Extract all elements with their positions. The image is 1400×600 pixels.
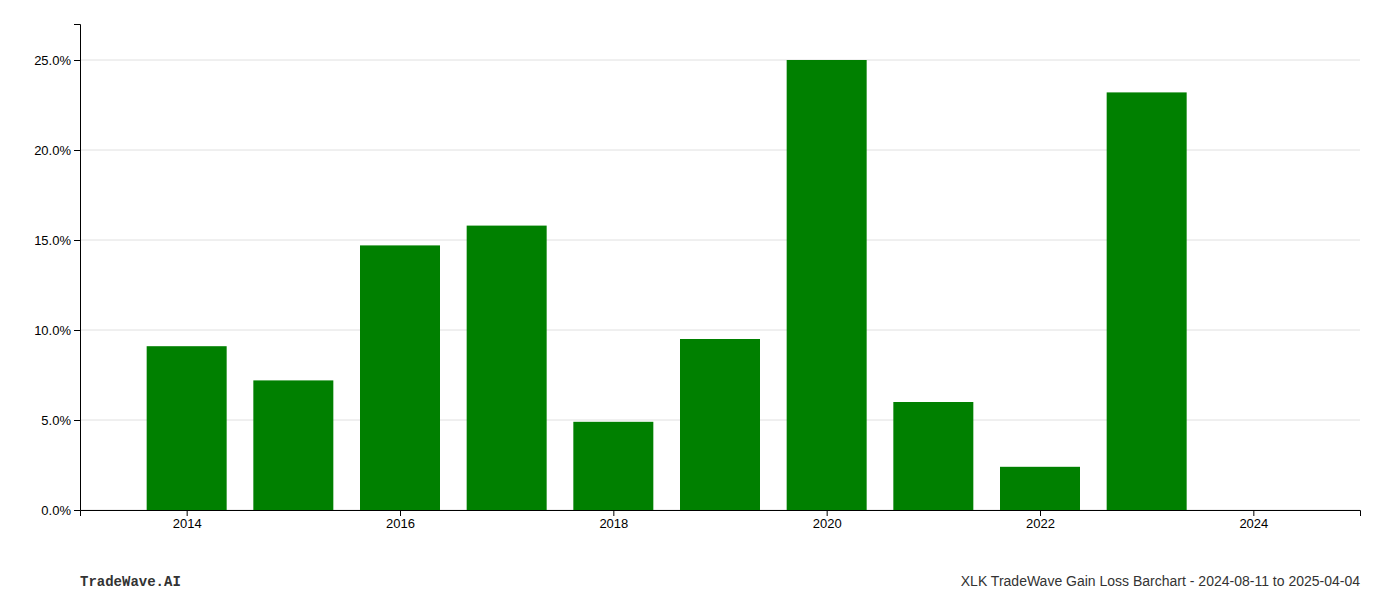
y-tick-mark (74, 150, 80, 151)
x-tick-label: 2018 (599, 516, 628, 531)
y-tick-mark (74, 510, 80, 511)
y-tick: 0.0% (41, 503, 80, 518)
footer-right: XLK TradeWave Gain Loss Barchart - 2024-… (961, 573, 1360, 589)
y-tick-mark (74, 420, 80, 421)
y-tick-label: 5.0% (41, 413, 71, 428)
bar (893, 402, 973, 510)
y-tick-mark (74, 60, 80, 61)
bar (1000, 467, 1080, 510)
bar (1107, 92, 1187, 510)
x-tick-mark (613, 510, 614, 516)
bar (787, 60, 867, 510)
chart: 0.0% 5.0% 10.0% 15.0% 20.0% 25.0% 2014 2016 2018… (0, 0, 1400, 600)
x-tick: 2024 (1239, 510, 1268, 531)
x-tick: 2022 (1026, 510, 1055, 531)
bar (680, 339, 760, 510)
bar (147, 346, 227, 510)
x-tick: 2016 (386, 510, 415, 531)
y-axis: 0.0% 5.0% 10.0% 15.0% 20.0% 25.0% (34, 25, 80, 518)
bars (147, 60, 1187, 510)
y-tick: 25.0% (34, 53, 80, 68)
bar (467, 226, 547, 510)
x-tick: 2014 (173, 510, 202, 531)
x-tick-mark (1040, 510, 1041, 516)
y-tick: 10.0% (34, 323, 80, 338)
x-tick-label: 2022 (1026, 516, 1055, 531)
x-tick-label: 2016 (386, 516, 415, 531)
bar (573, 422, 653, 510)
y-axis-line (74, 25, 81, 511)
y-tick: 20.0% (34, 143, 80, 158)
grid-line (80, 60, 1360, 61)
y-tick-label: 0.0% (41, 503, 71, 518)
bar (253, 380, 333, 510)
y-tick-mark (74, 330, 80, 331)
plot-area: 0.0% 5.0% 10.0% 15.0% 20.0% 25.0% 2014 2016 2018… (34, 25, 1360, 532)
x-tick: 2018 (599, 510, 628, 531)
x-tick-mark (1253, 510, 1254, 516)
y-tick-label: 25.0% (34, 53, 71, 68)
x-tick-mark (400, 510, 401, 516)
y-tick: 5.0% (41, 413, 80, 428)
y-tick-label: 15.0% (34, 233, 71, 248)
grid (80, 60, 1360, 510)
footer-left: TradeWave.AI (80, 574, 181, 590)
x-tick-mark (827, 510, 828, 516)
y-tick-label: 20.0% (34, 143, 71, 158)
x-axis: 2014 2016 2018 2020 2022 2024 (81, 510, 1361, 531)
x-tick: 2020 (813, 510, 842, 531)
bar (360, 245, 440, 510)
x-tick-mark (187, 510, 188, 516)
y-tick: 15.0% (34, 233, 80, 248)
x-axis-line (81, 511, 1361, 517)
y-tick-mark (74, 240, 80, 241)
x-tick-label: 2020 (813, 516, 842, 531)
y-tick-label: 10.0% (34, 323, 71, 338)
x-tick-label: 2024 (1239, 516, 1268, 531)
x-tick-label: 2014 (173, 516, 202, 531)
